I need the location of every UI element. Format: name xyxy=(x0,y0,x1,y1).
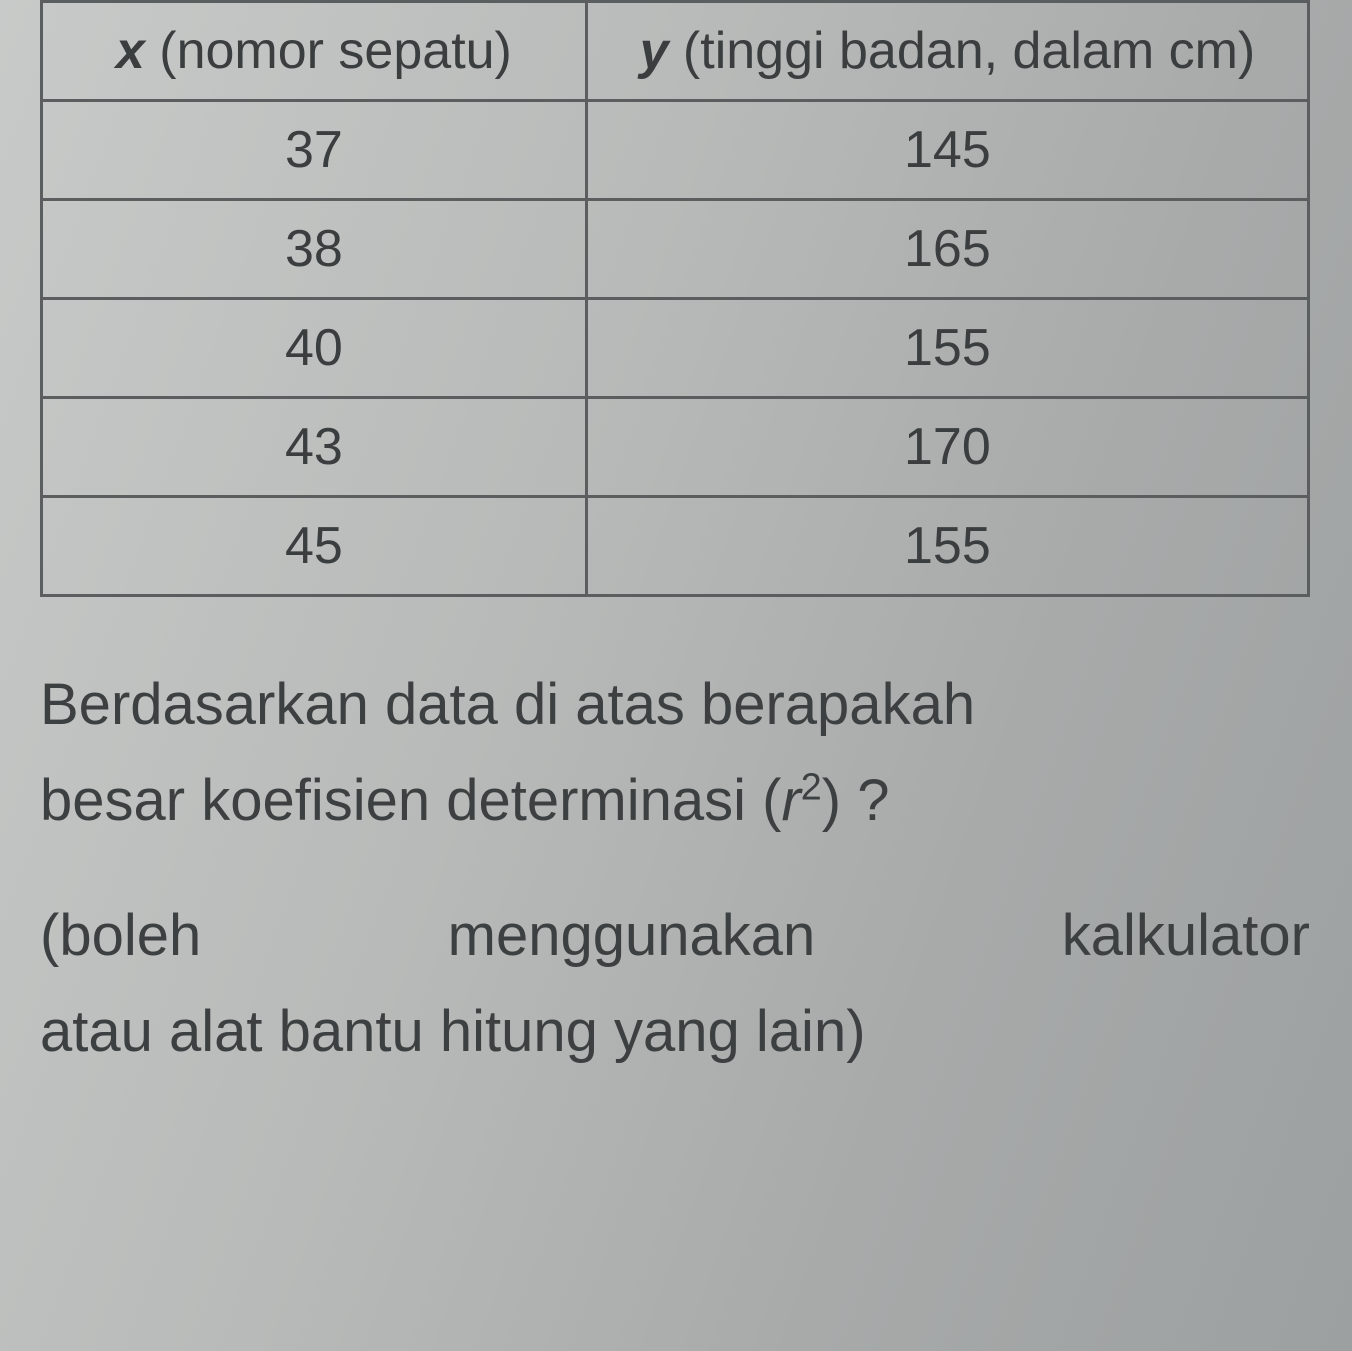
note-line1: (boleh menggunakan kalkulator xyxy=(40,888,1310,984)
cell-x: 37 xyxy=(42,101,587,200)
cell-x: 40 xyxy=(42,299,587,398)
data-table: x (nomor sepatu) y (tinggi badan, dalam … xyxy=(40,0,1310,597)
cell-y: 155 xyxy=(586,299,1308,398)
note-line2: atau alat bantu hitung yang lain) xyxy=(40,984,1310,1080)
note-w2: menggunakan xyxy=(448,888,816,984)
header-y-var: y xyxy=(640,22,669,80)
table-row: 40 155 xyxy=(42,299,1309,398)
cell-y: 170 xyxy=(586,398,1308,497)
cell-y: 145 xyxy=(586,101,1308,200)
table-row: 38 165 xyxy=(42,200,1309,299)
table-row: 43 170 xyxy=(42,398,1309,497)
cell-x: 38 xyxy=(42,200,587,299)
cell-x: 45 xyxy=(42,497,587,596)
r-sup: 2 xyxy=(801,765,822,807)
cell-y: 165 xyxy=(586,200,1308,299)
page-content: x (nomor sepatu) y (tinggi badan, dalam … xyxy=(0,0,1352,1120)
note-text: (boleh menggunakan kalkulator atau alat … xyxy=(40,888,1310,1079)
header-y-label: (tinggi badan, dalam cm) xyxy=(668,22,1255,80)
note-w3: kalkulator xyxy=(1062,888,1310,984)
question-line1: Berdasarkan data di atas berapakah xyxy=(40,657,1310,753)
header-x: x (nomor sepatu) xyxy=(42,2,587,101)
table-header-row: x (nomor sepatu) y (tinggi badan, dalam … xyxy=(42,2,1309,101)
table-row: 45 155 xyxy=(42,497,1309,596)
header-y: y (tinggi badan, dalam cm) xyxy=(586,2,1308,101)
cell-x: 43 xyxy=(42,398,587,497)
r-var: r xyxy=(781,768,800,833)
table-row: 37 145 xyxy=(42,101,1309,200)
r-squared: r2 xyxy=(781,768,821,833)
header-x-label: (nomor sepatu) xyxy=(145,22,512,80)
header-x-var: x xyxy=(116,22,145,80)
question-line2: besar koefisien determinasi (r2) ? xyxy=(40,753,1310,849)
question-line2-post: ) ? xyxy=(822,768,890,833)
question-text: Berdasarkan data di atas berapakah besar… xyxy=(40,657,1310,848)
question-line2-pre: besar koefisien determinasi ( xyxy=(40,768,781,833)
cell-y: 155 xyxy=(586,497,1308,596)
note-w1: (boleh xyxy=(40,888,201,984)
